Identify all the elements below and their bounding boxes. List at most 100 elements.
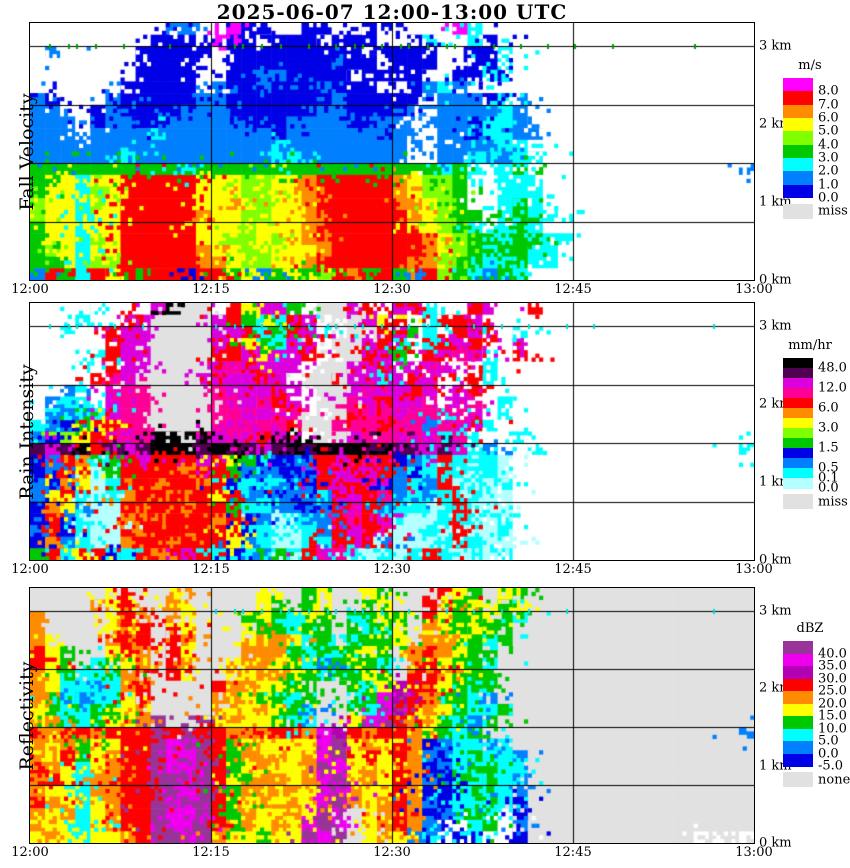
colorbar-missing-label: miss xyxy=(818,203,848,219)
colorbar-segment xyxy=(783,641,813,654)
colorbar-label: 35.0 xyxy=(818,658,847,674)
colorbar-segment xyxy=(783,458,813,469)
colorbar-missing-label: none xyxy=(818,772,850,787)
colorbar-label: 12.0 xyxy=(818,380,847,396)
colorbar-segment xyxy=(783,171,813,186)
colorbar-segment xyxy=(783,131,813,146)
colorbar-label: 25.0 xyxy=(818,683,847,699)
colorbar-segment xyxy=(783,753,813,767)
y-tick-label: 0 km xyxy=(759,552,792,568)
colorbar-segment xyxy=(783,666,813,679)
colorbar-label: 20.0 xyxy=(818,696,847,711)
heatmap-rain-intensity xyxy=(29,302,755,561)
x-tick-label: 12:15 xyxy=(192,562,230,577)
panel-reflectivity: Reflectivity 3 km 2 km 1 km 0 km xyxy=(16,587,792,851)
colorbar-segment xyxy=(783,741,813,754)
colorbar-segment xyxy=(783,388,813,399)
colorbar-label: 7.0 xyxy=(818,97,839,113)
colorbar-segment xyxy=(783,448,813,459)
colorbar-label: 2.0 xyxy=(818,163,839,179)
x-tick-label: 12:45 xyxy=(554,845,592,860)
colorbar-label: 0.0 xyxy=(818,480,839,496)
colorbar-segment xyxy=(783,408,813,419)
colorbar-segment xyxy=(783,368,813,379)
colorbar-segment xyxy=(783,418,813,429)
colorbar-segment xyxy=(783,144,813,159)
colorbar-missing-segment xyxy=(783,772,813,787)
heatmap-fall-velocity xyxy=(29,22,755,281)
y-tick-label: 0 km xyxy=(759,835,792,851)
ylabel-rain-intensity: Rain Intensity xyxy=(16,363,38,500)
colorbar-segment xyxy=(783,716,813,729)
colorbar-label: 1.0 xyxy=(818,177,839,193)
colorbar-segment xyxy=(783,91,813,106)
colorbar-label: 0.0 xyxy=(818,190,839,206)
colorbar-label: 3.0 xyxy=(818,150,839,166)
x-tick-label: 13:00 xyxy=(735,282,773,297)
colorbar-missing-segment xyxy=(783,203,813,219)
x-tick-label: 12:00 xyxy=(11,845,49,860)
colorbar-segment xyxy=(783,378,813,389)
colorbar-label: 30.0 xyxy=(818,671,847,686)
colorbar-missing-label: miss xyxy=(818,494,848,509)
x-tick-label: 13:00 xyxy=(735,845,773,860)
colorbar-segment xyxy=(783,728,813,742)
figure-title: 2025-06-07 12:00-13:00 UTC xyxy=(216,0,568,24)
x-tick-label: 12:30 xyxy=(373,562,411,577)
x-tick-label: 12:45 xyxy=(554,562,592,577)
colorbar-segment xyxy=(783,468,813,479)
heatmap-reflectivity xyxy=(29,587,755,844)
colorbar-segment xyxy=(783,184,813,199)
x-tick-label: 12:00 xyxy=(11,562,49,577)
x-tick-label: 12:15 xyxy=(192,845,230,860)
colorbar-missing-segment xyxy=(783,494,813,509)
colorbar-segment xyxy=(783,78,813,92)
x-tick-label: 12:00 xyxy=(11,282,49,297)
colorbar-unit: mm/hr xyxy=(788,338,832,353)
colorbar-segment xyxy=(783,358,813,369)
colorbar-label: 0.5 xyxy=(818,460,839,476)
ylabel-reflectivity: Reflectivity xyxy=(16,661,38,770)
y-tick-label: 0 km xyxy=(759,272,792,288)
x-tick-label: 12:45 xyxy=(554,282,592,297)
x-tick-label: 12:30 xyxy=(373,282,411,297)
y-tick-label: 3 km xyxy=(759,38,792,54)
colorbar-label: 5.0 xyxy=(818,123,839,139)
y-tick-label: 3 km xyxy=(759,603,792,619)
colorbar-unit: dBZ xyxy=(796,621,824,636)
colorbar-label: 4.0 xyxy=(818,137,839,153)
x-tick-label: 13:00 xyxy=(735,562,773,577)
colorbar-label: 40.0 xyxy=(818,646,847,661)
colorbar-segment xyxy=(783,398,813,409)
colorbar-unit: m/s xyxy=(798,58,822,73)
colorbar-segment xyxy=(783,691,813,704)
colorbar-label: 1.5 xyxy=(818,440,839,456)
colorbar-label: 15.0 xyxy=(818,708,847,724)
colorbar-label: 6.0 xyxy=(818,400,839,416)
colorbar-segment xyxy=(783,678,813,692)
x-tick-label: 12:30 xyxy=(373,845,411,860)
colorbar-label: 48.0 xyxy=(818,360,847,376)
colorbar-label: 5.0 xyxy=(818,733,839,749)
colorbar-label: 0.1 xyxy=(818,470,839,486)
y-tick-label: 3 km xyxy=(759,318,792,334)
colorbar-label: 3.0 xyxy=(818,420,839,436)
colorbar-segment xyxy=(783,703,813,717)
colorbar-segment xyxy=(783,653,813,667)
colorbar-segment xyxy=(783,117,813,132)
colorbar-segment xyxy=(783,104,813,119)
colorbar-label: -5.0 xyxy=(818,758,844,774)
colorbar-label: 6.0 xyxy=(818,110,839,126)
x-tick-label: 12:15 xyxy=(192,282,230,297)
panel-fall-velocity: Fall Velocity 3 km 2 km 1 km 0 km xyxy=(16,22,792,288)
panel-rain-intensity: Rain Intensity 3 km 2 km 1 km 0 km xyxy=(16,302,792,568)
colorbar-label: 8.0 xyxy=(818,83,839,99)
colorbar-label: 0.0 xyxy=(818,746,839,761)
colorbar-segment xyxy=(783,478,813,489)
colorbar-label: 10.0 xyxy=(818,721,847,736)
colorbar-segment xyxy=(783,438,813,449)
ylabel-fall-velocity: Fall Velocity xyxy=(16,92,38,211)
colorbar-segment xyxy=(783,428,813,439)
colorbar-segment xyxy=(783,157,813,172)
